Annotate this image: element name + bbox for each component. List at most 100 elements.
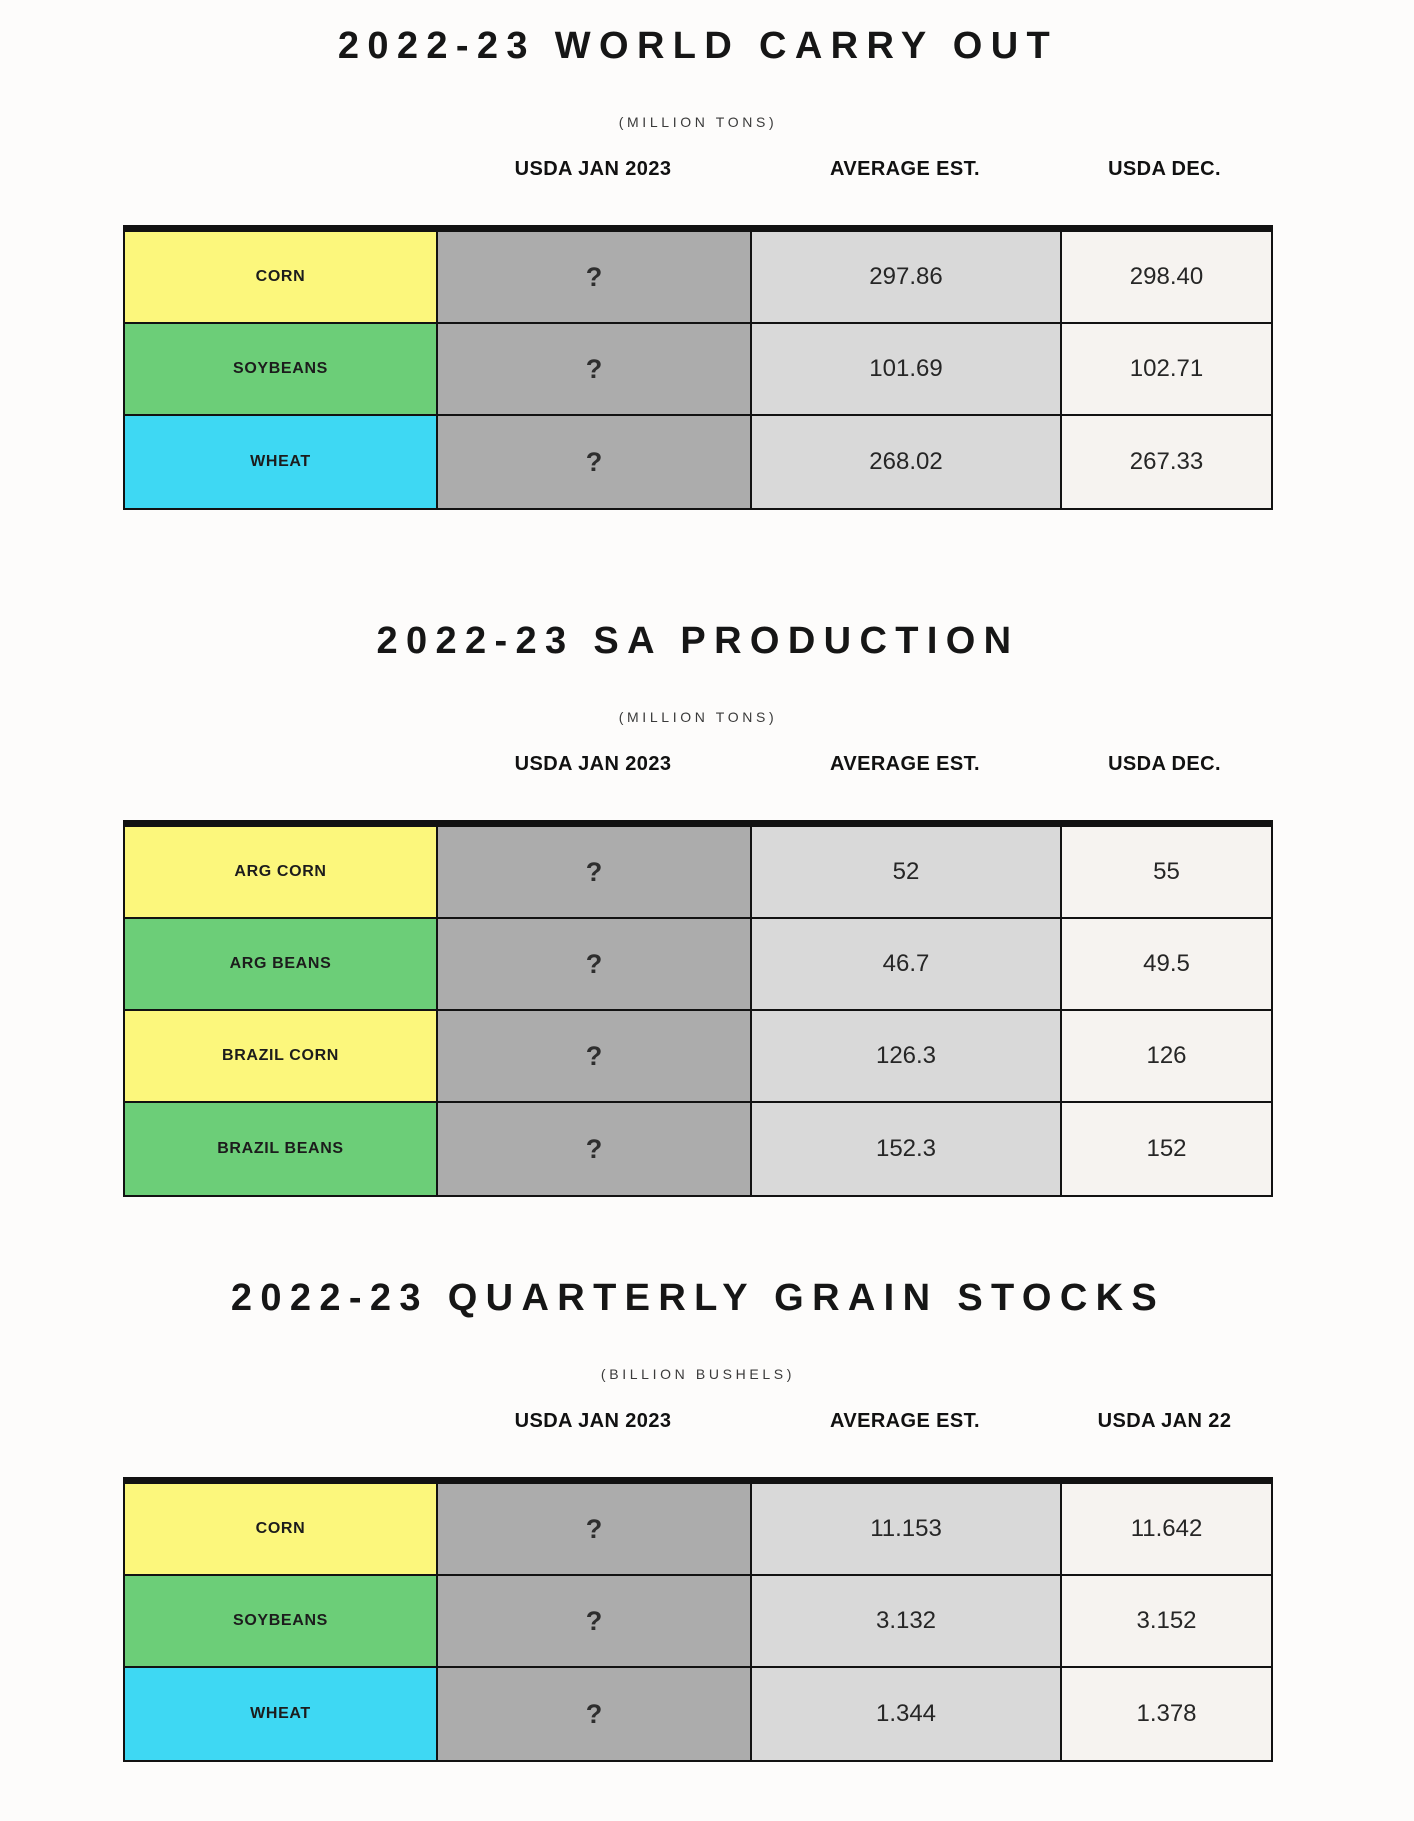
usda-jan-2023-cell: ? — [438, 324, 752, 414]
usda-jan-2023-cell: ? — [438, 1484, 752, 1574]
row-label-cell: SOYBEANS — [125, 1576, 438, 1666]
row-label: BRAZIL BEANS — [217, 1140, 344, 1157]
row-label-cell: SOYBEANS — [125, 324, 438, 414]
last-column-cell: 102.71 — [1062, 324, 1271, 414]
average-est-cell: 268.02 — [752, 416, 1062, 508]
average-est-value: 3.132 — [875, 1607, 937, 1634]
last-column-value: 1.378 — [1136, 1700, 1197, 1727]
last-column-value: 55 — [1153, 858, 1180, 885]
last-column-cell: 55 — [1062, 827, 1271, 917]
last-column-cell: 152 — [1062, 1103, 1271, 1195]
column-header-spacer — [123, 158, 436, 181]
question-mark: ? — [585, 261, 603, 292]
last-column-value: 298.40 — [1129, 263, 1204, 290]
average-est-cell: 3.132 — [752, 1576, 1062, 1666]
table-row: BRAZIL BEANS ? 152.3 152 — [125, 1103, 1271, 1195]
column-header-usda-jan-2023: USDA JAN 2023 — [514, 1410, 672, 1432]
average-est-cell: 1.344 — [752, 1668, 1062, 1760]
table-row: ARG BEANS ? 46.7 49.5 — [125, 919, 1271, 1011]
average-est-cell: 46.7 — [752, 919, 1062, 1009]
average-est-value: 268.02 — [869, 448, 943, 475]
last-column-value: 49.5 — [1143, 950, 1190, 977]
row-label-cell: WHEAT — [125, 1668, 438, 1760]
question-mark: ? — [585, 1698, 603, 1729]
last-column-cell: 126 — [1062, 1011, 1271, 1101]
usda-jan-2023-cell: ? — [438, 1011, 752, 1101]
section-subtitle: (BILLION BUSHELS) — [600, 1366, 796, 1382]
column-header-average-est: AVERAGE EST. — [829, 753, 980, 775]
row-label: CORN — [255, 1520, 306, 1537]
average-est-value: 297.86 — [869, 263, 943, 290]
table-row: SOYBEANS ? 101.69 102.71 — [125, 324, 1271, 416]
average-est-value: 52 — [892, 858, 920, 885]
table-row: WHEAT ? 1.344 1.378 — [125, 1668, 1271, 1760]
table-row: CORN ? 297.86 298.40 — [125, 232, 1271, 324]
column-header-last: USDA DEC. — [1108, 158, 1221, 180]
grain-table: ARG CORN ? 52 55 ARG BEANS ? 46.7 49.5 B… — [123, 820, 1273, 1197]
grain-table: CORN ? 297.86 298.40 SOYBEANS ? 101.69 1… — [123, 225, 1273, 510]
column-header-row: USDA JAN 2023 AVERAGE EST. USDA JAN 22 — [123, 1410, 1273, 1433]
column-header-average-est: AVERAGE EST. — [829, 158, 980, 180]
column-header-row: USDA JAN 2023 AVERAGE EST. USDA DEC. — [123, 753, 1273, 776]
section-subtitle: (MILLION TONS) — [618, 114, 778, 130]
usda-jan-2023-cell: ? — [438, 827, 752, 917]
column-header-usda-jan-2023: USDA JAN 2023 — [514, 158, 672, 180]
row-label: BRAZIL CORN — [222, 1047, 339, 1064]
section-title: 2022-23 WORLD CARRY OUT — [337, 25, 1059, 67]
table-row: CORN ? 11.153 11.642 — [125, 1484, 1271, 1576]
section-title: 2022-23 SA PRODUCTION — [376, 620, 1020, 662]
table-row: WHEAT ? 268.02 267.33 — [125, 416, 1271, 508]
table-row: ARG CORN ? 52 55 — [125, 827, 1271, 919]
average-est-value: 1.344 — [875, 1700, 937, 1727]
column-header-spacer — [123, 1410, 436, 1433]
row-label: CORN — [255, 268, 306, 285]
last-column-value: 267.33 — [1129, 448, 1204, 475]
usda-jan-2023-cell: ? — [438, 1103, 752, 1195]
section-subtitle: (MILLION TONS) — [618, 709, 778, 725]
average-est-cell: 126.3 — [752, 1011, 1062, 1101]
section-title: 2022-23 QUARTERLY GRAIN STOCKS — [230, 1277, 1166, 1319]
average-est-cell: 101.69 — [752, 324, 1062, 414]
table-section: 2022-23 WORLD CARRY OUT (MILLION TONS) U… — [123, 20, 1273, 510]
average-est-value: 46.7 — [882, 950, 930, 977]
row-label-cell: BRAZIL CORN — [125, 1011, 438, 1101]
row-label: ARG BEANS — [229, 955, 332, 972]
average-est-value: 152.3 — [875, 1135, 937, 1162]
table-section: 2022-23 SA PRODUCTION (MILLION TONS) USD… — [123, 615, 1273, 1197]
last-column-value: 152 — [1146, 1135, 1187, 1162]
last-column-value: 3.152 — [1136, 1607, 1197, 1634]
last-column-cell: 1.378 — [1062, 1668, 1271, 1760]
row-label: SOYBEANS — [233, 1612, 328, 1629]
row-label: WHEAT — [250, 1705, 311, 1722]
row-label-cell: ARG BEANS — [125, 919, 438, 1009]
last-column-cell: 298.40 — [1062, 232, 1271, 322]
average-est-cell: 11.153 — [752, 1484, 1062, 1574]
question-mark: ? — [585, 446, 603, 477]
usda-jan-2023-cell: ? — [438, 416, 752, 508]
last-column-value: 126 — [1146, 1042, 1187, 1069]
table-row: BRAZIL CORN ? 126.3 126 — [125, 1011, 1271, 1103]
question-mark: ? — [585, 353, 603, 384]
row-label-cell: BRAZIL BEANS — [125, 1103, 438, 1195]
row-label: SOYBEANS — [233, 360, 328, 377]
average-est-cell: 52 — [752, 827, 1062, 917]
grain-table: CORN ? 11.153 11.642 SOYBEANS ? 3.132 3.… — [123, 1477, 1273, 1762]
average-est-cell: 152.3 — [752, 1103, 1062, 1195]
row-label-cell: WHEAT — [125, 416, 438, 508]
column-header-row: USDA JAN 2023 AVERAGE EST. USDA DEC. — [123, 158, 1273, 181]
question-mark: ? — [585, 1605, 603, 1636]
column-header-usda-jan-2023: USDA JAN 2023 — [514, 753, 672, 775]
row-label-cell: CORN — [125, 232, 438, 322]
last-column-cell: 3.152 — [1062, 1576, 1271, 1666]
row-label-cell: CORN — [125, 1484, 438, 1574]
usda-jan-2023-cell: ? — [438, 1576, 752, 1666]
usda-jan-2023-cell: ? — [438, 1668, 752, 1760]
usda-jan-2023-cell: ? — [438, 232, 752, 322]
average-est-value: 101.69 — [869, 355, 943, 382]
table-row: SOYBEANS ? 3.132 3.152 — [125, 1576, 1271, 1668]
question-mark: ? — [585, 1040, 603, 1071]
last-column-cell: 11.642 — [1062, 1484, 1271, 1574]
question-mark: ? — [585, 948, 603, 979]
table-section: 2022-23 QUARTERLY GRAIN STOCKS (BILLION … — [123, 1272, 1273, 1762]
